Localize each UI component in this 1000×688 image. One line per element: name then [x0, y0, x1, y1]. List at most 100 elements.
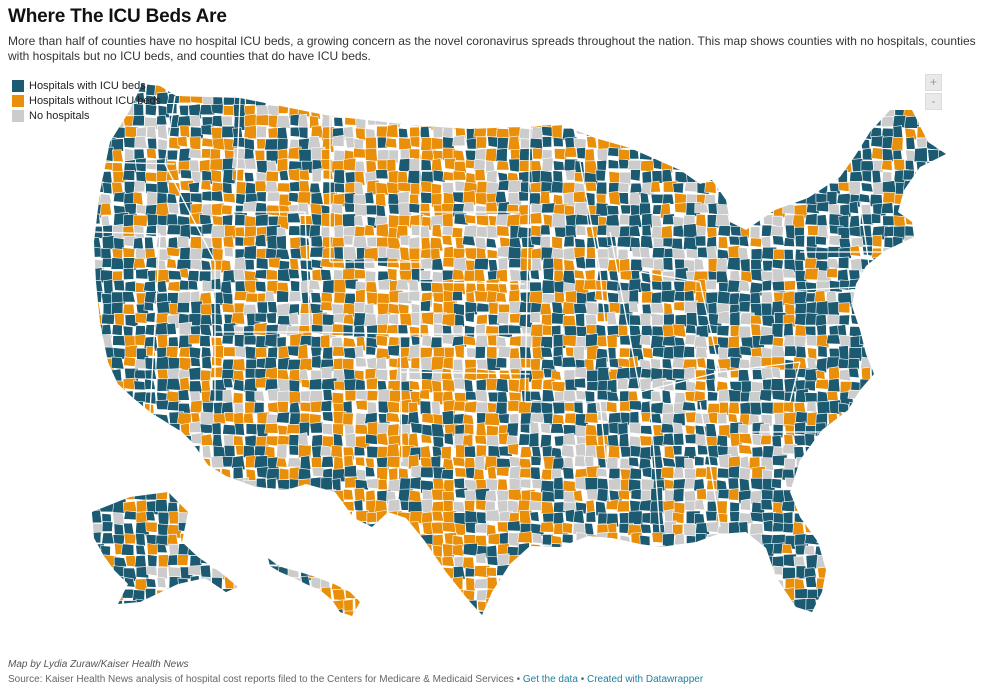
county[interactable] — [608, 102, 622, 118]
county[interactable] — [862, 147, 873, 161]
county[interactable] — [452, 170, 468, 181]
county[interactable] — [629, 633, 642, 644]
county[interactable] — [685, 565, 699, 581]
county[interactable] — [80, 128, 89, 139]
county[interactable] — [529, 588, 543, 603]
county[interactable] — [883, 279, 898, 293]
county[interactable] — [837, 105, 849, 118]
county[interactable] — [366, 588, 381, 599]
county[interactable] — [740, 644, 753, 656]
county[interactable] — [827, 565, 842, 579]
county[interactable] — [838, 368, 852, 382]
county[interactable] — [354, 423, 369, 435]
county[interactable] — [341, 511, 353, 523]
county[interactable] — [783, 237, 795, 247]
county[interactable] — [573, 509, 585, 525]
county[interactable] — [299, 83, 311, 93]
county[interactable] — [276, 235, 287, 251]
county[interactable] — [267, 632, 278, 645]
county[interactable] — [950, 148, 962, 158]
county[interactable] — [290, 634, 302, 647]
county[interactable] — [407, 411, 420, 425]
county[interactable] — [288, 290, 302, 302]
get-data-link[interactable]: Get the data — [522, 674, 578, 685]
county[interactable] — [807, 116, 819, 126]
county[interactable] — [916, 126, 930, 139]
county[interactable] — [210, 169, 222, 183]
county[interactable] — [256, 611, 268, 623]
county[interactable] — [575, 256, 587, 270]
county[interactable] — [453, 72, 467, 82]
county[interactable] — [794, 512, 809, 523]
county[interactable] — [660, 423, 675, 434]
county[interactable] — [738, 358, 751, 370]
county[interactable] — [210, 600, 223, 613]
county[interactable] — [607, 620, 621, 634]
county[interactable] — [143, 280, 156, 293]
county[interactable] — [442, 500, 454, 513]
county[interactable] — [299, 313, 315, 327]
county[interactable] — [519, 654, 533, 662]
county[interactable] — [143, 301, 154, 312]
county[interactable] — [420, 159, 432, 171]
county[interactable] — [892, 534, 905, 546]
county[interactable] — [904, 578, 917, 593]
county[interactable] — [937, 204, 949, 215]
county[interactable] — [949, 126, 960, 138]
county[interactable] — [729, 588, 743, 601]
county[interactable] — [881, 270, 895, 284]
county[interactable] — [81, 313, 95, 326]
county[interactable] — [891, 137, 904, 152]
county[interactable] — [924, 171, 938, 184]
county[interactable] — [190, 575, 201, 589]
county[interactable] — [309, 509, 323, 522]
county[interactable] — [584, 522, 595, 536]
county[interactable] — [727, 72, 742, 86]
county[interactable] — [179, 532, 193, 545]
county[interactable] — [685, 115, 698, 131]
county[interactable] — [443, 73, 457, 84]
county[interactable] — [235, 634, 245, 644]
county[interactable] — [938, 578, 952, 590]
county[interactable] — [462, 542, 478, 557]
county[interactable] — [924, 214, 940, 229]
county[interactable] — [793, 137, 809, 152]
county[interactable] — [706, 608, 717, 621]
county[interactable] — [486, 621, 501, 634]
county[interactable] — [739, 103, 753, 117]
county[interactable] — [882, 513, 895, 526]
county[interactable] — [517, 531, 533, 544]
county[interactable] — [871, 322, 884, 337]
county[interactable] — [288, 94, 303, 105]
county[interactable] — [528, 432, 540, 449]
county[interactable] — [232, 588, 244, 601]
county[interactable] — [718, 656, 730, 662]
county[interactable] — [630, 169, 641, 182]
county[interactable] — [234, 521, 245, 533]
county[interactable] — [738, 159, 753, 172]
county[interactable] — [770, 147, 782, 161]
county[interactable] — [473, 125, 488, 138]
county[interactable] — [123, 522, 135, 536]
county[interactable] — [398, 611, 413, 621]
county[interactable] — [902, 325, 918, 340]
county[interactable] — [520, 588, 535, 601]
county[interactable] — [167, 202, 179, 215]
county[interactable] — [684, 93, 699, 107]
county[interactable] — [860, 303, 873, 316]
county[interactable] — [859, 588, 873, 601]
county[interactable] — [133, 478, 145, 489]
county[interactable] — [120, 543, 135, 556]
county[interactable] — [872, 467, 888, 478]
county[interactable] — [927, 281, 942, 297]
county[interactable] — [136, 622, 147, 635]
county[interactable] — [221, 533, 237, 546]
county[interactable] — [323, 655, 333, 662]
county[interactable] — [585, 645, 595, 659]
county[interactable] — [477, 654, 486, 662]
county[interactable] — [266, 160, 278, 172]
county[interactable] — [200, 553, 212, 565]
county[interactable] — [530, 378, 543, 391]
county[interactable] — [848, 587, 863, 602]
county[interactable] — [836, 588, 851, 605]
